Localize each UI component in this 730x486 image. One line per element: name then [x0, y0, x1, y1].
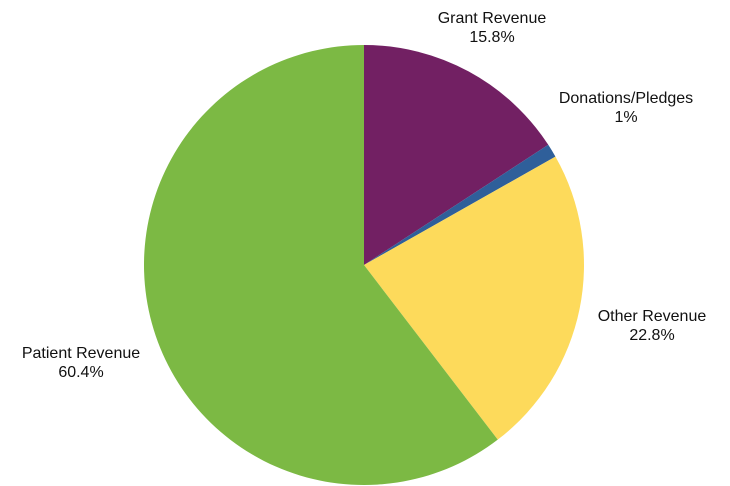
labels-layer: Grant Revenue 15.8% Donations/Pledges 1% Oth…	[22, 10, 707, 381]
slice-value-label-patient-revenue: 60.4%	[58, 364, 103, 381]
slice-label-patient-revenue: Patient Revenue	[22, 345, 140, 362]
pie-slice-other-revenue	[364, 156, 584, 440]
slice-label-donations-pledges: Donations/Pledges	[559, 90, 693, 107]
slice-value-label-donations-pledges: 1%	[614, 109, 637, 126]
pie-slice-grant-revenue	[364, 45, 549, 265]
slice-value-label-grant-revenue: 15.8%	[469, 29, 514, 46]
pie-slice-donations-pledges	[364, 144, 556, 265]
slice-label-other-revenue: Other Revenue	[598, 308, 707, 325]
slices-layer	[143, 45, 584, 485]
slice-value-label-other-revenue: 22.8%	[629, 327, 674, 344]
pie-slice-patient-revenue	[143, 45, 498, 485]
slice-label-grant-revenue: Grant Revenue	[438, 10, 547, 27]
